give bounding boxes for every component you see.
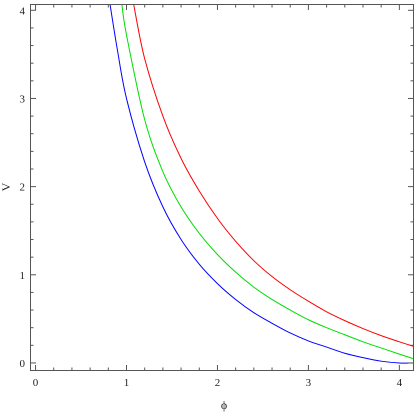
x-axis-label: ϕ bbox=[221, 398, 227, 412]
tick-layer: 0 1 2 3 4 0 1 2 3 4 bbox=[20, 5, 413, 389]
plot-frame bbox=[30, 4, 414, 371]
series-line-2 bbox=[121, 5, 413, 360]
series-line-3 bbox=[133, 5, 413, 347]
x-tick-label: 2 bbox=[215, 377, 221, 389]
y-tick-label: 1 bbox=[20, 270, 26, 282]
series-layer bbox=[109, 5, 413, 364]
y-tick-label: 3 bbox=[20, 93, 26, 105]
y-axis-label: V bbox=[0, 182, 13, 191]
x-tick-label: 3 bbox=[306, 377, 312, 389]
y-tick-label: 0 bbox=[20, 358, 26, 370]
y-tick-label: 2 bbox=[20, 182, 26, 194]
x-tick-label: 0 bbox=[33, 377, 39, 389]
series-line-1 bbox=[109, 5, 413, 364]
x-tick-label: 4 bbox=[397, 377, 403, 389]
x-tick-label: 1 bbox=[124, 377, 130, 389]
y-tick-label: 4 bbox=[20, 5, 26, 17]
